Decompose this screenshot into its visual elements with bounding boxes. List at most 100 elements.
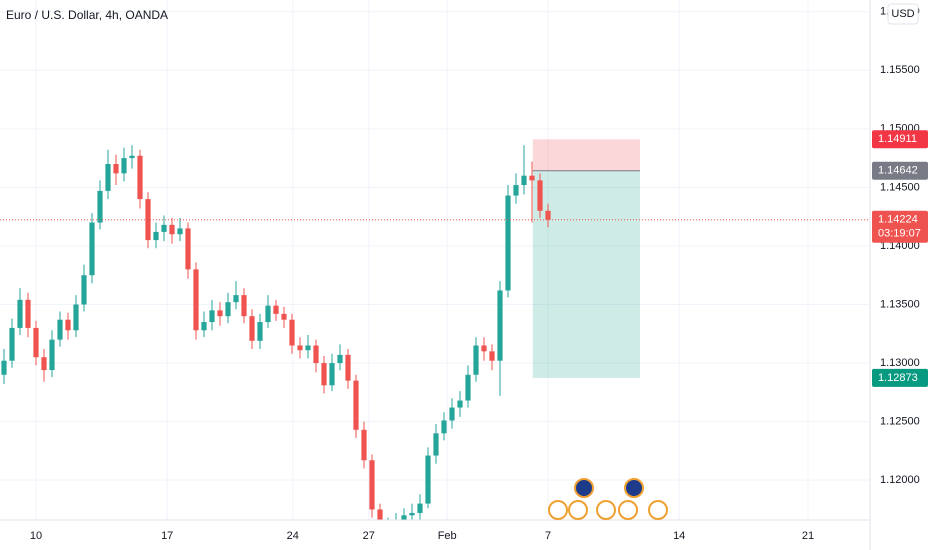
y-tick-label: 1.12500 [880,416,920,428]
x-tick-label: 10 [30,530,42,542]
event-icon[interactable] [596,500,616,520]
y-tick-label: 1.14500 [880,181,920,193]
currency-button[interactable] [887,3,919,25]
entry-price-label: 1.14642 [878,165,918,177]
candle-body [289,319,295,346]
stop-price-label: 1.14911 [878,133,917,145]
candle-body [377,509,383,520]
x-tick-label: 27 [363,530,375,542]
last-price-label: 1.14224 [878,214,918,226]
candle-body [161,224,167,232]
candle-body [545,210,551,220]
x-tick-label: 17 [161,530,173,542]
event-icon[interactable] [618,500,638,520]
candle-body [529,175,535,181]
candle-body [337,354,343,364]
candle-body [457,400,463,408]
candle-body [489,351,495,361]
last-price-countdown: 03:19:07 [878,228,921,240]
candle-body [505,195,511,291]
candle-body [81,275,87,305]
event-icon[interactable] [624,478,644,498]
candle-body [297,345,303,351]
candle-body [409,512,415,516]
candle-body [305,345,311,351]
candle-body [33,327,39,358]
candle-body [481,345,487,352]
candle-body [281,313,287,320]
candle-body [209,310,215,323]
candle-body [273,305,279,314]
stop-zone [532,139,640,171]
candle-body [345,354,351,381]
target-price-label: 1.12873 [878,372,918,384]
candle-body [89,222,95,276]
candle-body [153,231,159,241]
event-icon[interactable] [548,500,568,520]
x-tick-label: Feb [438,530,457,542]
candle-body [225,302,231,317]
grid [0,0,870,520]
event-icon[interactable] [648,500,668,520]
candle-body [49,339,55,371]
candle-body [1,360,7,375]
candle-body [9,327,15,361]
currency-label: USD [891,8,914,20]
candle-body [169,224,175,235]
candle-body [321,363,327,386]
event-icon[interactable] [574,478,594,498]
candle-body [497,290,503,361]
candle-body [97,190,103,223]
candle-body [185,228,191,270]
candle-body [265,305,271,323]
x-tick-label: 21 [802,530,814,542]
x-tick-label: 24 [287,530,299,542]
candle-body [249,316,255,341]
candle-body [441,420,447,434]
target-price-badge [872,368,928,387]
candle-body [329,363,335,386]
target-zone [532,170,640,378]
candle-body [393,520,398,525]
candle-body [465,374,471,401]
x-tick-label: 7 [545,530,551,542]
y-tick-label: 1.12000 [880,474,920,486]
candle-body [537,180,543,211]
event-icon[interactable] [568,500,588,520]
candle-body [57,319,63,340]
candle-body [65,319,71,331]
chart-title: Euro / U.S. Dollar, 4h, OANDA [6,8,168,22]
x-tick-label: 14 [673,530,685,542]
stop-price-badge [872,130,928,149]
candle-body [73,304,79,331]
y-tick-label: 1.13500 [880,298,920,310]
candle-body [313,345,319,364]
y-tick-label: 1.15500 [880,64,920,76]
candle-body [385,525,390,530]
candle-body [521,175,527,186]
candle-body [177,228,183,235]
candle-body [105,163,111,191]
candle-body [137,155,143,200]
candle-body [425,455,431,504]
candle-body [473,345,479,375]
candle-body [257,322,263,341]
candle-body [41,357,47,371]
axes: 1.12000 1.12500 1.13000 1.13500 1.14000 1.145… [30,6,928,542]
candle-body [17,299,23,328]
candle-body [369,460,375,510]
candle-body [433,433,439,456]
candle-body [361,429,367,461]
candle-body [25,299,31,328]
y-tick-label: 1.13000 [880,357,920,369]
last-price-badge [872,210,928,243]
candle-body [201,322,207,331]
candle-body [121,158,127,174]
candle-body [113,163,119,174]
candle-body [233,295,239,303]
candle-body [193,269,199,331]
y-tick-label: 1.14000 [880,240,920,252]
candle-body [449,407,455,421]
candle-body [401,515,407,520]
